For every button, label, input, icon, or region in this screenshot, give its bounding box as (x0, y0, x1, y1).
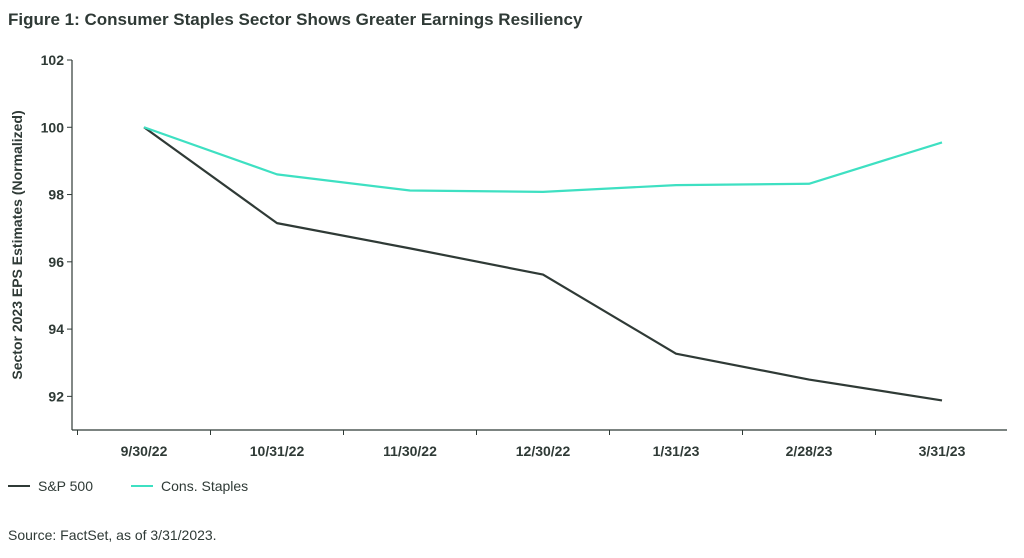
y-tick-label: 94 (48, 321, 64, 337)
series-layer (143, 126, 943, 402)
x-tick-label: 9/30/22 (121, 443, 168, 459)
y-axis: 92 94 96 98 100 102 (41, 52, 73, 430)
y-tick-label: 96 (48, 254, 64, 270)
x-tick-label: 12/30/22 (516, 443, 571, 459)
x-axis: 9/30/22 10/31/22 11/30/22 12/30/22 1/31/23 2/… (72, 429, 1007, 459)
figure-title: Figure 1: Consumer Staples Sector Shows … (8, 10, 583, 29)
y-tick-label: 92 (48, 388, 64, 404)
x-tick-label: 2/28/23 (786, 443, 833, 459)
x-tick-label: 3/31/23 (919, 443, 966, 459)
legend: S&P 500 Cons. Staples (8, 478, 286, 494)
x-tick-label: 10/31/22 (250, 443, 305, 459)
x-tick-label: 11/30/22 (383, 443, 437, 459)
series-line-staples (143, 126, 943, 193)
y-tick-label: 102 (41, 52, 65, 68)
y-tick-label: 100 (41, 119, 65, 135)
legend-label-sp500: S&P 500 (38, 478, 94, 494)
y-axis-title: Sector 2023 EPS Estimates (Normalized) (9, 110, 25, 379)
line-chart: 92 94 96 98 100 102 9/30/22 10/31/22 11/30/22 12… (9, 52, 1007, 459)
x-tick-label: 1/31/23 (653, 443, 700, 459)
source-note: Source: FactSet, as of 3/31/2023. (8, 527, 217, 543)
legend-swatch-staples (131, 485, 154, 487)
legend-item-staples: Cons. Staples (131, 478, 248, 494)
series-line-sp500 (143, 126, 943, 402)
y-tick-label: 98 (48, 187, 64, 203)
legend-swatch-sp500 (8, 485, 30, 487)
legend-label-staples: Cons. Staples (161, 478, 249, 494)
legend-item-sp500: S&P 500 (8, 478, 93, 494)
